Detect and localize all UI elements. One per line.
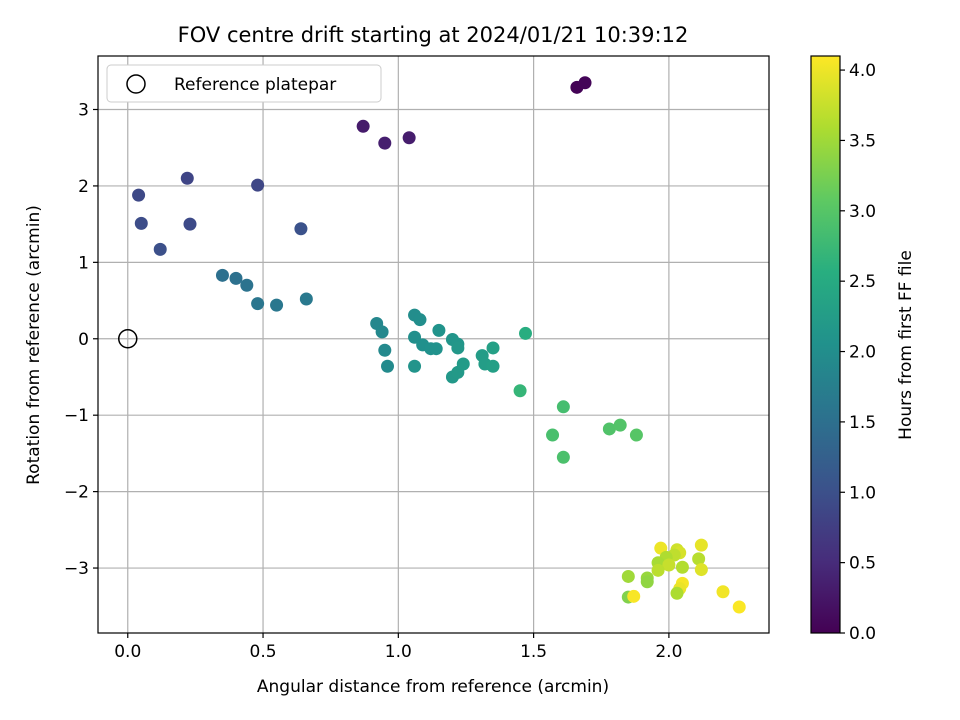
- y-tick-label: 3: [78, 100, 89, 120]
- colorbar-tick-label: 0.0: [849, 624, 876, 644]
- data-point: [432, 323, 446, 337]
- data-point: [613, 418, 627, 432]
- data-point: [627, 589, 641, 603]
- data-points: [132, 76, 746, 614]
- data-point: [413, 313, 427, 327]
- colorbar-tick-label: 3.0: [849, 202, 876, 222]
- data-point: [513, 384, 527, 398]
- x-tick-label: 0.5: [250, 642, 277, 662]
- data-point: [153, 242, 167, 256]
- data-point: [651, 563, 665, 577]
- data-point: [299, 292, 313, 306]
- data-point: [675, 560, 689, 574]
- data-point: [602, 422, 616, 436]
- data-point: [294, 222, 308, 236]
- colorbar-tick-label: 3.5: [849, 131, 876, 151]
- data-point: [183, 217, 197, 231]
- data-point: [518, 326, 532, 340]
- colorbar: 0.0 0.5 1.0 1.5 2.0 2.5 3.0 3.5 4.0 Hours from f…: [810, 55, 916, 644]
- grid: [98, 56, 769, 633]
- x-axis-label: Angular distance from reference (arcmin): [257, 677, 609, 697]
- data-point: [229, 271, 243, 285]
- y-tick-label: −3: [64, 559, 89, 579]
- x-tick-label: 0.0: [114, 642, 141, 662]
- colorbar-label: Hours from first FF file: [896, 250, 916, 440]
- data-point: [692, 552, 706, 566]
- y-axis-label: Rotation from reference (arcmin): [24, 205, 44, 485]
- legend: Reference platepar: [106, 64, 382, 103]
- colorbar-tick-label: 1.0: [849, 483, 876, 503]
- data-point: [694, 563, 708, 577]
- chart-title: FOV centre drift starting at 2024/01/21 …: [178, 23, 689, 47]
- colorbar-ticks: 0.0 0.5 1.0 1.5 2.0 2.5 3.0 3.5 4.0: [840, 61, 876, 644]
- data-point: [132, 188, 146, 202]
- data-point: [486, 341, 500, 355]
- colorbar-tick-label: 1.5: [849, 413, 876, 433]
- data-point: [375, 325, 389, 339]
- colorbar-tick-label: 2.0: [849, 343, 876, 363]
- data-point: [456, 357, 470, 371]
- data-point: [451, 341, 465, 355]
- data-point: [640, 575, 654, 589]
- data-point: [556, 450, 570, 464]
- legend-label: Reference platepar: [174, 75, 336, 95]
- data-point: [662, 558, 676, 572]
- x-tick-label: 1.5: [520, 642, 547, 662]
- reference-point-marker: [118, 329, 138, 349]
- y-tick-label: 0: [78, 330, 89, 350]
- data-point: [556, 400, 570, 414]
- data-point: [270, 298, 284, 312]
- data-point: [215, 268, 229, 282]
- data-point: [732, 600, 746, 614]
- data-point: [621, 569, 635, 583]
- data-point: [381, 359, 395, 373]
- data-point: [670, 586, 684, 600]
- y-tick-label: 1: [78, 253, 89, 273]
- data-point: [546, 428, 560, 442]
- data-point: [180, 171, 194, 185]
- data-point: [251, 178, 265, 192]
- data-point: [378, 343, 392, 357]
- y-axis-ticks: −3 −2 −1 0 1 2 3: [64, 100, 98, 579]
- colorbar-tick-label: 4.0: [849, 61, 876, 81]
- legend-box: [106, 64, 382, 103]
- data-point: [578, 76, 592, 90]
- data-point: [240, 278, 254, 292]
- y-tick-label: −2: [64, 483, 89, 503]
- y-tick-label: 2: [78, 177, 89, 197]
- data-point: [716, 585, 730, 599]
- data-point: [378, 136, 392, 150]
- data-point: [251, 297, 265, 311]
- x-axis-ticks: 0.0 0.5 1.0 1.5 2.0: [114, 633, 682, 662]
- y-tick-label: −1: [64, 406, 89, 426]
- data-point: [408, 359, 422, 373]
- colorbar-tick-label: 0.5: [849, 554, 876, 574]
- data-point: [629, 428, 643, 442]
- data-point: [429, 342, 443, 356]
- data-point: [134, 216, 148, 230]
- colorbar-tick-label: 2.5: [849, 272, 876, 292]
- data-point: [402, 131, 416, 145]
- data-point: [356, 119, 370, 133]
- data-point: [694, 538, 708, 552]
- colorbar-gradient: [811, 56, 840, 633]
- legend-marker-open-circle: [126, 74, 146, 94]
- x-tick-label: 2.0: [655, 642, 682, 662]
- plot-frame: [97, 55, 770, 634]
- colorbar-frame: [810, 55, 841, 634]
- data-point: [408, 330, 422, 344]
- x-tick-label: 1.0: [385, 642, 412, 662]
- data-point: [486, 359, 500, 373]
